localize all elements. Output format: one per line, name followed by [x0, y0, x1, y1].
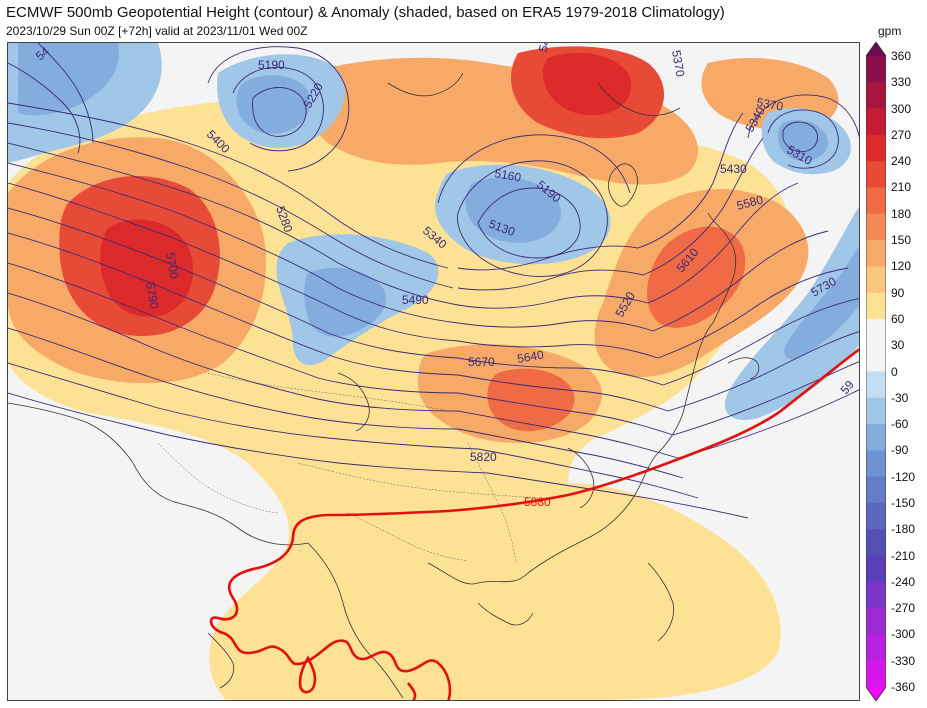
colorbar-tick-label: -270	[891, 601, 916, 616]
contour-label: 5490	[402, 293, 429, 307]
colorbar-tick-label: -360	[891, 680, 916, 694]
colorbar-tick-label: -210	[891, 548, 916, 563]
colorbar-swatch	[866, 108, 886, 136]
contour-label: 5700	[163, 251, 181, 280]
contour-label: 5640	[516, 347, 545, 365]
colorbar-swatch	[866, 292, 886, 320]
colorbar-tick-label: -30	[891, 390, 909, 405]
colorbar-tick-label: 180	[891, 206, 912, 221]
colorbar-tick-label: 90	[891, 285, 905, 300]
coastlines	[8, 72, 760, 699]
contour-label: 5820	[470, 450, 497, 464]
contour-label: 5430	[720, 162, 747, 176]
colorbar-swatch	[866, 82, 886, 110]
colorbar	[866, 42, 886, 701]
colorbar-tick-label: -240	[891, 574, 916, 589]
colorbar-swatch	[866, 187, 886, 215]
colorbar-swatch	[866, 371, 886, 399]
colorbar-tick-label: 120	[891, 259, 912, 274]
colorbar-swatch	[866, 134, 886, 162]
contour-label: 5370	[669, 49, 687, 78]
colorbar-swatch	[866, 450, 886, 478]
colorbar-swatch	[866, 529, 886, 557]
colorbar-tick-label: 300	[891, 101, 912, 116]
colorbar-swatch	[866, 476, 886, 504]
colorbar-tick-label: 360	[891, 49, 912, 63]
contour-label: 5370	[755, 95, 784, 113]
colorbar-tick-label: 210	[891, 180, 912, 195]
contour-label: 5670	[468, 355, 495, 369]
contour-label: 5160	[493, 166, 522, 184]
map-panel: 5190 5220 5400 5160 5190 5130 5280 5340 …	[7, 42, 860, 701]
colorbar-swatch	[866, 608, 886, 635]
colorbar-tick-label: 0	[891, 364, 898, 379]
anomaly-negative-darkblue-center	[465, 177, 562, 243]
colorbar-tick-label: 30	[891, 338, 905, 353]
colorbar-tick-label: 240	[891, 154, 912, 169]
contour-label: 5580	[735, 192, 765, 213]
contour-5880	[209, 347, 859, 700]
colorbar-swatch	[866, 266, 886, 294]
colorbar-unit: gpm	[878, 24, 902, 38]
country-borders	[157, 372, 539, 564]
colorbar-swatch	[866, 660, 886, 688]
anomaly-negative-darkblue-west-center	[304, 268, 387, 337]
anomaly-negative-darkblue-east	[784, 246, 859, 360]
colorbar-extend-bottom	[866, 687, 886, 701]
colorbar-swatch	[866, 161, 886, 188]
colorbar-swatch	[866, 240, 886, 267]
colorbar-swatch	[866, 634, 886, 662]
map-canvas: 5190 5220 5400 5160 5190 5130 5280 5340 …	[8, 43, 859, 700]
colorbar-tick-label: -120	[891, 469, 916, 484]
colorbar-swatch	[866, 502, 886, 530]
colorbar-swatch	[866, 345, 886, 372]
valid-time-subtitle: 2023/10/29 Sun 00Z [+72h] valid at 2023/…	[6, 24, 308, 38]
colorbar-tick-label: 60	[891, 311, 905, 326]
anomaly-positive-red-central	[487, 368, 575, 432]
anomaly-positive-darkred-north	[542, 53, 632, 116]
colorbar-tick-label: 330	[891, 75, 912, 90]
contour-label-5880: 5880	[524, 495, 551, 509]
colorbar-tick-label: -60	[891, 417, 909, 432]
colorbar-extend-top	[866, 42, 886, 56]
colorbar-tick-label: -300	[891, 627, 916, 642]
contour-label: 5190	[258, 58, 285, 72]
anomaly-positive-darkred-west	[100, 219, 194, 317]
colorbar-tick-label: -90	[891, 443, 909, 458]
colorbar-tick-label: -180	[891, 522, 916, 537]
height-contours	[8, 43, 859, 519]
colorbar-tick-label: 270	[891, 127, 912, 142]
colorbar-swatch	[866, 581, 886, 609]
colorbar-swatch	[866, 213, 886, 241]
colorbar-tick-label: -150	[891, 495, 916, 510]
chart-title: ECMWF 500mb Geopotential Height (contour…	[6, 4, 725, 21]
colorbar-swatch	[866, 397, 886, 425]
anomaly-negative-darkblue-nw	[18, 43, 119, 116]
colorbar-swatch	[866, 56, 886, 83]
contour-label: 5460	[536, 43, 558, 54]
colorbar-tick-label: 150	[891, 233, 912, 248]
colorbar-swatch	[866, 424, 886, 451]
colorbar-tick-label: -330	[891, 653, 916, 668]
colorbar-swatch	[866, 318, 886, 346]
contour-label: 5790	[143, 281, 161, 310]
colorbar-swatch	[866, 555, 886, 583]
